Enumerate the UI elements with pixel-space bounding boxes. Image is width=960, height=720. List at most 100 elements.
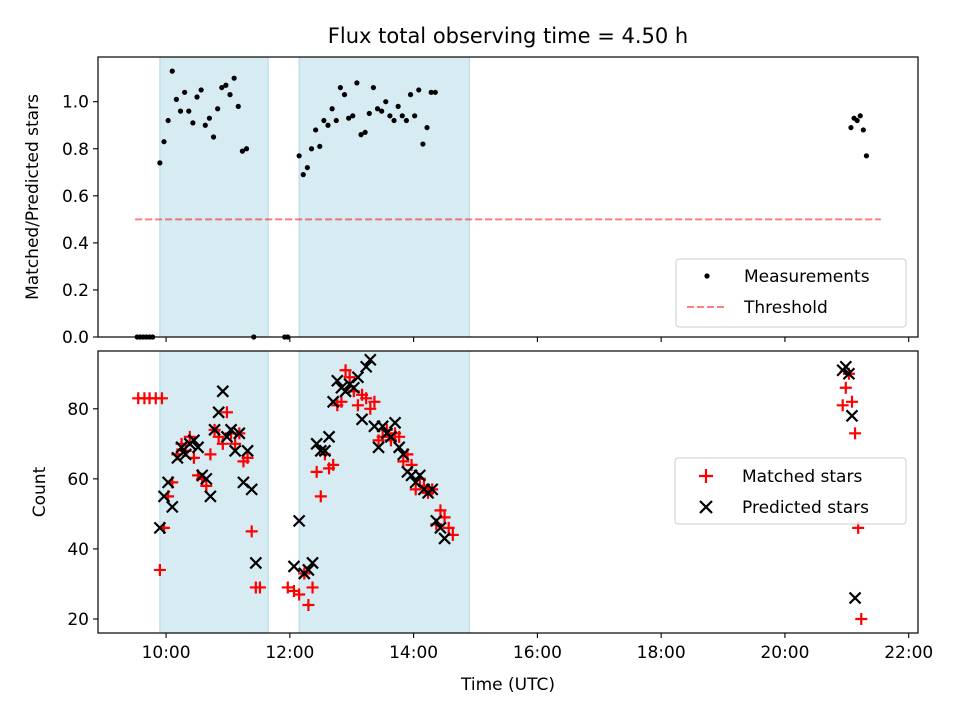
predicted-star-point	[153, 521, 167, 535]
predicted-star-point	[359, 360, 373, 374]
x-tick-label: 18:00	[637, 643, 686, 663]
bottom-legend: Matched stars Predicted stars	[674, 457, 907, 525]
matched-star-point	[204, 448, 217, 461]
measurement-point	[387, 113, 393, 119]
top-axes: 0.0 0.2 0.4 0.6 0.8 1.0	[62, 56, 919, 348]
x-tick-label: 10:00	[142, 643, 191, 663]
predicted-star-point	[165, 500, 179, 514]
matched-star-point	[845, 395, 858, 408]
top-panel: 0.0 0.2 0.4 0.6 0.8 1.0 Matched/Predicted sta…	[23, 56, 919, 348]
predicted-star-point	[848, 591, 862, 605]
measurement-point	[424, 124, 430, 131]
top-y-tick-label: 0.2	[62, 281, 89, 301]
legend-matched-label: Matched stars	[742, 467, 862, 487]
predicted-star-point	[392, 441, 406, 454]
measurement-point	[325, 122, 331, 128]
matched-star-point	[364, 402, 377, 415]
matched-star-point	[241, 451, 254, 464]
bottom-y-tick-label: 60	[67, 470, 89, 490]
matched-star-point	[229, 437, 242, 450]
measurement-point	[169, 68, 175, 74]
predicted-star-point	[339, 385, 352, 398]
measurement-point	[379, 108, 385, 114]
legend-threshold-label: Threshold	[743, 298, 828, 318]
x-tick-label: 20:00	[760, 643, 809, 663]
bottom-legend-box	[674, 457, 907, 525]
predicted-star-point	[364, 353, 377, 367]
top-shaded-intervals	[159, 56, 470, 338]
measurement-point	[341, 92, 348, 98]
matched-star-point	[409, 483, 422, 496]
measurement-point	[223, 82, 229, 88]
matched-star-point	[314, 490, 327, 503]
measurement-point	[308, 146, 315, 152]
measurement-point	[370, 84, 376, 91]
top-y-tick-label: 1.0	[62, 93, 89, 113]
bottom-y-tick-label: 20	[67, 610, 89, 630]
predicted-star-point	[302, 563, 315, 577]
measurement-point	[177, 108, 184, 114]
predicted-star-point	[331, 374, 344, 388]
matched-star-point	[293, 588, 306, 601]
bottom-axes-frame	[97, 350, 919, 634]
predicted-star-point	[208, 423, 221, 437]
measurement-point	[210, 134, 217, 140]
measurement-point	[304, 164, 310, 171]
measurement-point	[198, 87, 204, 93]
bottom-y-tick-label: 80	[67, 400, 89, 420]
bottom-panel: 20 40 60 80 10:00 12:00 14:00 16:00 18:00 20:00 22…	[30, 350, 933, 695]
measurement-point	[366, 110, 372, 117]
matched-star-point	[155, 392, 168, 405]
predicted-star-point	[224, 423, 238, 437]
measurement-points	[134, 68, 870, 340]
measurement-point	[350, 113, 356, 119]
matched-star-point	[393, 430, 406, 443]
predicted-star-point	[241, 444, 254, 458]
top-legend-box	[675, 258, 907, 328]
measurement-point	[354, 80, 360, 86]
measurement-point	[194, 94, 200, 100]
matched-star-point	[253, 581, 266, 594]
matched-star-point	[343, 371, 356, 384]
predicted-star-point	[292, 514, 306, 528]
measurement-point	[321, 117, 327, 124]
measurement-point	[420, 141, 426, 147]
bottom-y-tick-label: 40	[67, 540, 89, 560]
measurement-point	[329, 106, 335, 112]
measurement-point	[243, 146, 250, 152]
predicted-star-point	[187, 434, 201, 447]
matched-star-point	[849, 427, 862, 440]
predicted-star-point	[216, 385, 230, 398]
bottom-y-axis-label: Count	[30, 466, 50, 517]
predicted-star-point	[434, 521, 447, 535]
measurement-point	[219, 84, 225, 91]
predicted-star-point	[306, 556, 319, 570]
measurement-point	[860, 127, 866, 133]
measurement-point	[383, 99, 389, 105]
matched-star-point	[434, 504, 447, 517]
matched-star-point	[302, 598, 315, 611]
predicted-star-point	[372, 441, 385, 454]
predicted-star-point	[355, 413, 369, 426]
measurement-point	[416, 87, 422, 93]
legend-measurements-label: Measurements	[744, 267, 870, 287]
chart-title: Flux total observing time = 4.50 h	[328, 24, 688, 48]
predicted-star-point	[314, 444, 328, 458]
predicted-star-point	[425, 483, 439, 496]
predicted-star-point	[191, 441, 205, 454]
measurement-point	[227, 92, 233, 98]
measurement-point	[346, 115, 352, 121]
predicted-star-point	[171, 451, 184, 465]
predicted-star-point	[347, 381, 361, 395]
measurement-point	[432, 89, 438, 95]
x-tick-label: 14:00	[389, 643, 438, 663]
matched-star-point	[855, 612, 868, 625]
measurement-point	[190, 120, 196, 126]
matched-star-point	[836, 399, 849, 412]
measurement-point	[173, 96, 179, 102]
measurement-point	[161, 139, 167, 145]
measurement-point	[333, 117, 339, 124]
matched-star-point	[339, 364, 352, 377]
predicted-star-point	[200, 472, 213, 486]
